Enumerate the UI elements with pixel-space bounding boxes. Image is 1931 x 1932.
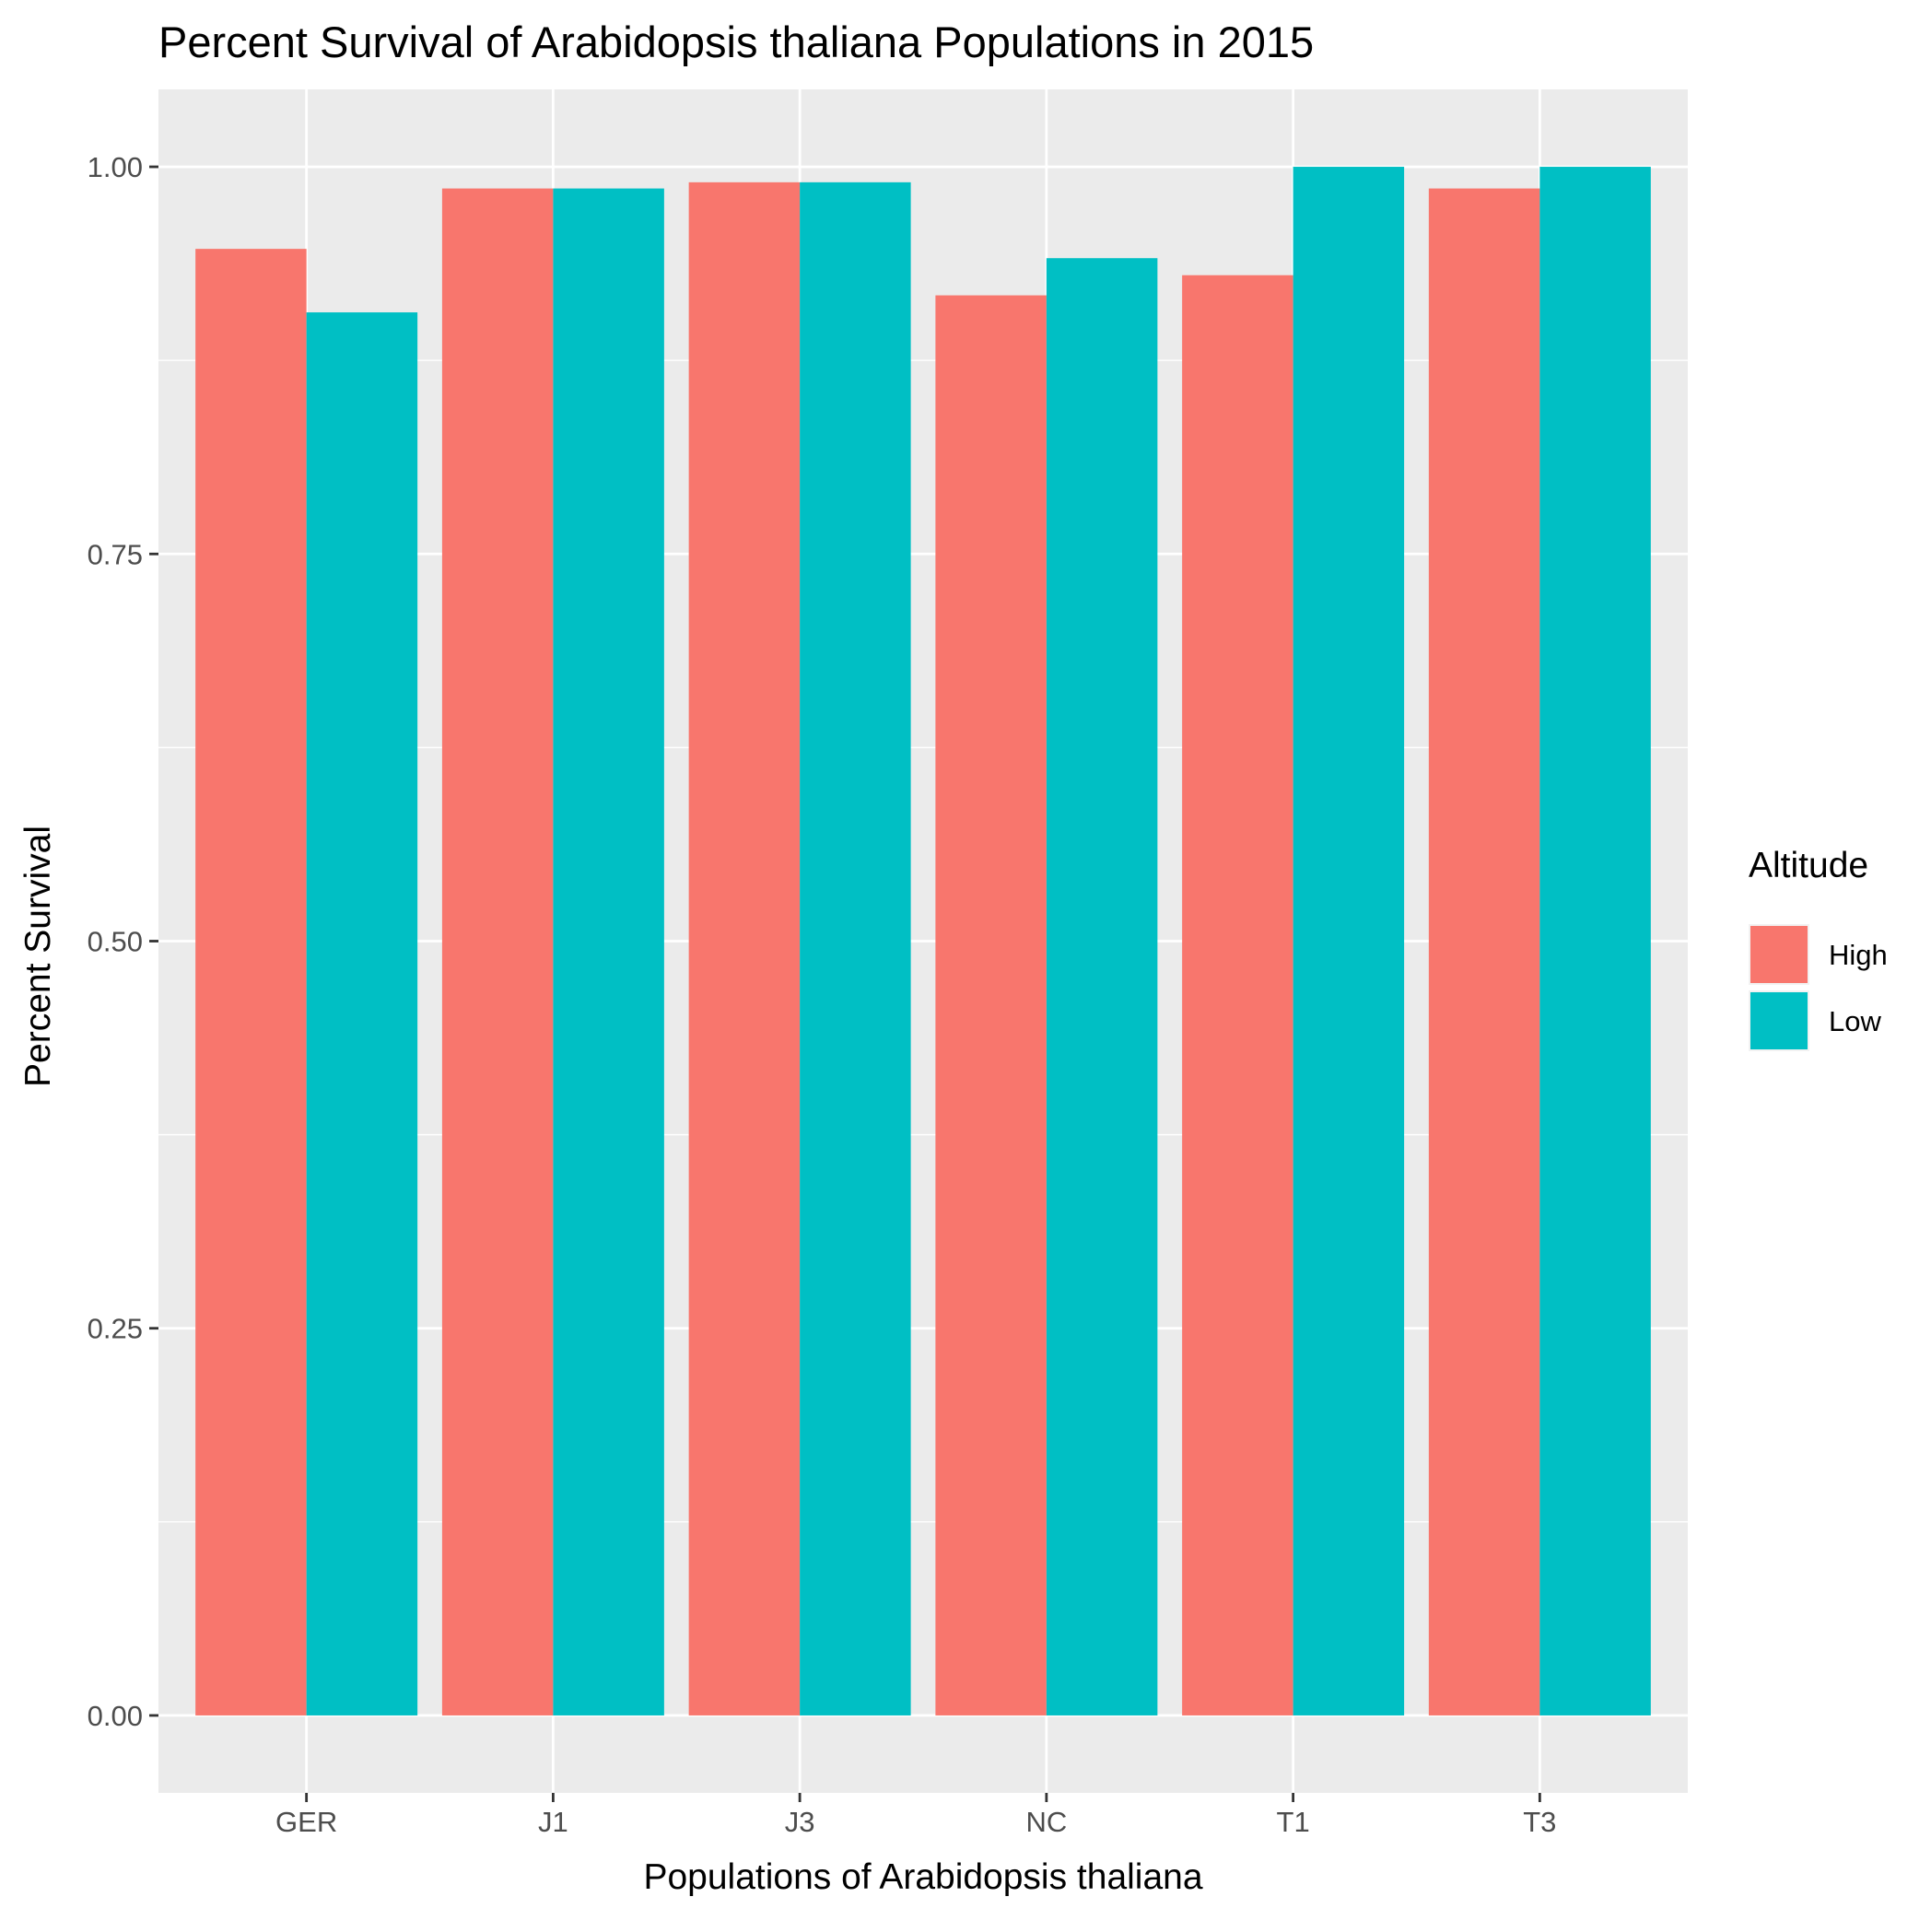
bar-low-t3 bbox=[1539, 167, 1651, 1715]
bar-high-t3 bbox=[1428, 188, 1540, 1715]
bar-low-nc bbox=[1046, 258, 1158, 1715]
legend-label-high: High bbox=[1829, 939, 1888, 971]
y-tick-label: 0.75 bbox=[88, 538, 143, 570]
x-axis: GER J1 J3 NC T1 T3 bbox=[275, 1793, 1556, 1838]
bar-high-nc bbox=[935, 295, 1047, 1715]
bar-high-j3 bbox=[688, 181, 801, 1715]
y-tick-label: 1.00 bbox=[88, 151, 143, 183]
bars bbox=[195, 167, 1651, 1715]
y-tick-label: 0.50 bbox=[88, 926, 143, 958]
bar-low-t1 bbox=[1293, 167, 1405, 1715]
y-tick-label: 0.25 bbox=[88, 1313, 143, 1345]
bar-low-ger bbox=[306, 312, 418, 1715]
bar-high-j1 bbox=[441, 188, 554, 1715]
y-tick-label: 0.00 bbox=[88, 1700, 143, 1732]
chart-title: Percent Survival of Arabidopsis thaliana… bbox=[158, 18, 1314, 66]
x-tick-label: GER bbox=[275, 1806, 337, 1838]
x-axis-title: Populations of Arabidopsis thaliana bbox=[643, 1857, 1202, 1897]
y-axis-title: Percent Survival bbox=[18, 825, 58, 1087]
legend-items: High Low bbox=[1749, 924, 1888, 1051]
y-axis: 0.00 0.25 0.50 0.75 1.00 bbox=[88, 151, 158, 1732]
legend: Altitude High Low bbox=[1749, 846, 1888, 1051]
x-tick-label: T1 bbox=[1277, 1806, 1310, 1838]
legend-title: Altitude bbox=[1749, 846, 1868, 885]
bar-high-t1 bbox=[1182, 275, 1293, 1715]
bar-low-j1 bbox=[553, 188, 664, 1715]
x-tick-label: J1 bbox=[538, 1806, 568, 1838]
x-tick-label: J3 bbox=[785, 1806, 815, 1838]
bar-high-ger bbox=[195, 249, 307, 1715]
bar-low-j3 bbox=[800, 181, 911, 1715]
legend-swatch-low bbox=[1750, 992, 1808, 1049]
x-tick-label: T3 bbox=[1523, 1806, 1556, 1838]
legend-swatch-high bbox=[1750, 926, 1808, 983]
legend-label-low: Low bbox=[1829, 1005, 1881, 1037]
x-tick-label: NC bbox=[1025, 1806, 1067, 1838]
